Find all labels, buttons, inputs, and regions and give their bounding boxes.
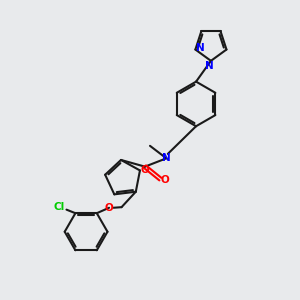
Text: Cl: Cl [53, 202, 65, 212]
Text: N: N [162, 153, 171, 163]
Text: N: N [205, 61, 214, 71]
Text: O: O [105, 203, 113, 213]
Text: N: N [196, 43, 205, 53]
Text: O: O [161, 175, 170, 185]
Text: O: O [141, 165, 149, 175]
